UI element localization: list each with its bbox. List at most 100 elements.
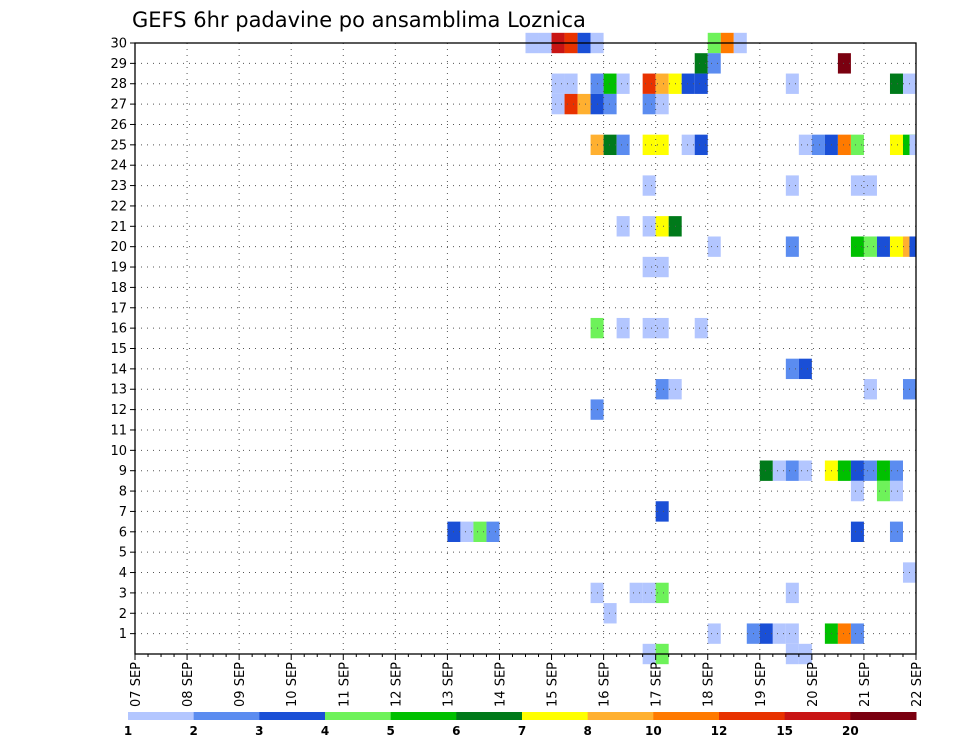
heatmap-cell [655,134,669,156]
x-tick-label: 18 SEP [702,662,717,707]
colorbar-tick-label: 5 [386,724,394,738]
heatmap-cell [837,53,851,74]
heatmap-cell [889,480,903,502]
y-tick-label: 30 [110,37,127,52]
colorbar-tick-label: 6 [452,724,460,738]
x-tick-label: 21 SEP [858,662,873,707]
colorbar-swatch [850,712,917,720]
y-tick-label: 27 [110,98,127,113]
colorbar-tick-label: 1 [124,724,132,738]
heatmap-cell [889,521,903,542]
x-tick-label: 07 SEP [129,662,144,707]
heatmap-cell [642,93,656,115]
y-tick-label: 17 [110,301,127,316]
heatmap-cell [603,73,617,94]
heatmap-cell [460,521,474,542]
heatmap-cell [798,134,812,156]
y-tick-label: 25 [110,138,127,153]
y-tick-label: 29 [110,57,127,72]
heatmap-cell [694,317,708,339]
y-tick-label: 13 [110,383,127,398]
y-tick-label: 16 [110,322,127,337]
heatmap-cell [772,623,786,644]
heatmap-cell [616,216,630,237]
colorbar-swatch [259,712,326,720]
heatmap-cell [759,460,773,481]
y-tick-label: 10 [110,444,127,459]
heatmap-cell [603,603,617,624]
x-tick-label: 14 SEP [493,662,508,707]
colorbar-swatch [456,712,523,720]
y-tick-label: 5 [119,546,127,561]
heatmap-cell [616,317,630,339]
y-tick-label: 20 [110,240,127,255]
colorbar-tick-label: 4 [321,724,329,738]
y-tick-label: 26 [110,118,127,133]
heatmap-cell [655,256,669,278]
heatmap-cell [863,175,877,196]
heatmap-cell [850,623,864,644]
heatmap-cell [785,73,799,94]
y-tick-label: 11 [110,423,127,438]
y-tick-label: 2 [119,607,127,622]
heatmap-cell [603,134,617,156]
heatmap-cell [655,93,669,115]
y-tick-label: 12 [110,403,127,418]
heatmap-cell [629,582,643,604]
y-tick-label: 21 [110,220,127,235]
colorbar-swatch [587,712,654,720]
x-tick-label: 11 SEP [337,662,352,707]
heatmap-cell [837,460,851,481]
heatmap-cell [759,623,773,644]
colorbar-swatch [784,712,851,720]
heatmap-cell [889,460,903,481]
heatmap-cell [642,134,656,156]
heatmap-cell [603,93,617,115]
colorbar-tick-label: 2 [189,724,197,738]
heatmap-cell [863,379,877,400]
colorbar-swatch [128,712,195,720]
heatmap-cell [850,480,864,502]
y-tick-label: 15 [110,342,127,357]
y-tick-label: 24 [110,159,127,174]
heatmap-cell [616,134,630,156]
heatmap-cell [642,317,656,339]
x-tick-label: 08 SEP [181,662,196,707]
heatmap-cell [642,175,656,196]
heatmap-cell [785,236,799,257]
heatmap-cell [889,134,903,156]
plot-area: 1234567891011121314151617181920212223242… [110,32,925,707]
heatmap-cell [772,460,786,481]
x-tick-label: 09 SEP [233,662,248,707]
heatmap-cell [551,93,565,115]
heatmap-cell [909,134,916,156]
y-tick-label: 22 [110,199,127,214]
y-tick-label: 18 [110,281,127,296]
colorbar-swatch [193,712,260,720]
heatmap-cell [694,53,708,74]
colorbar-swatch [522,712,589,720]
heatmap-cell [694,73,708,94]
y-tick-label: 4 [119,566,127,581]
heatmap-cell [837,623,851,644]
heatmap-cell [694,134,708,156]
colorbar-swatch [653,712,720,720]
heatmap-cell [707,236,721,257]
x-tick-label: 10 SEP [285,662,300,707]
heatmap-cell [655,216,669,237]
heatmap-cell [785,582,799,604]
heatmap-cell [785,175,799,196]
y-tick-label: 6 [119,525,127,540]
heatmap-cell [798,358,812,380]
heatmap-cell [909,236,916,257]
heatmap-cell [785,623,799,644]
colorbar-swatch [719,712,786,720]
x-tick-label: 19 SEP [754,662,769,707]
chart-title: GEFS 6hr padavine po ansamblima Loznica [132,8,586,32]
y-tick-label: 9 [119,464,127,479]
y-tick-label: 1 [119,627,127,642]
heatmap-cell [642,73,656,94]
heatmap-cell [707,53,721,74]
